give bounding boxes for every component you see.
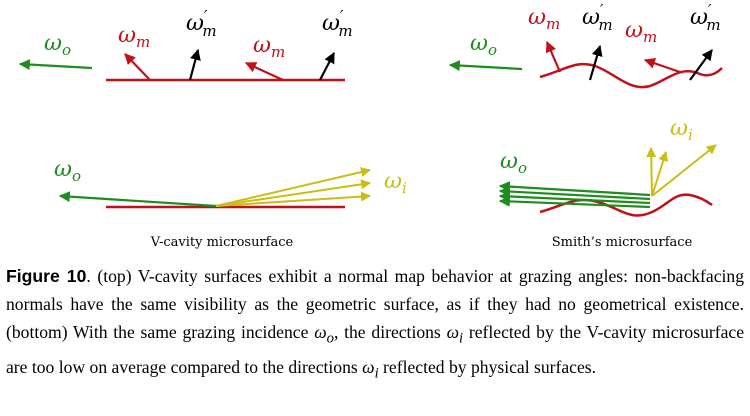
omega-i-arrow bbox=[215, 191, 371, 207]
omega-m-prime-label: ω′ m bbox=[322, 7, 353, 40]
omega-m-prime-arrow bbox=[689, 49, 713, 81]
omega-m-prime-arrow bbox=[319, 52, 335, 81]
omega-o-arrow bbox=[498, 195, 651, 209]
omega-m-label: ωm bbox=[625, 18, 657, 46]
caption-text: reflected by physical surfaces. bbox=[378, 356, 597, 377]
omega-m-prime-arrow bbox=[588, 44, 603, 81]
omega-m-arrow bbox=[545, 40, 562, 73]
panel-top-right: ωo ωm ω′ m ωm ω′ m bbox=[448, 1, 723, 89]
omega-i-arrow bbox=[215, 179, 371, 207]
omega-i-arrow bbox=[215, 167, 371, 207]
omega-i-arrow bbox=[651, 151, 669, 197]
figure-number: Figure 10 bbox=[6, 266, 87, 286]
omega-o-arrow bbox=[498, 190, 651, 205]
omega-m-arrow bbox=[643, 58, 681, 74]
panel-label-smith: Smith’s microsurface bbox=[552, 235, 693, 250]
omega-m-arrow bbox=[245, 62, 284, 81]
omega-o-label: ωo bbox=[500, 149, 527, 177]
omega-o-arrow bbox=[58, 191, 217, 208]
omega-m-prime-arrow bbox=[188, 48, 201, 81]
omega-m-label: ωm bbox=[118, 23, 150, 51]
omega-i-arrow bbox=[651, 144, 717, 197]
omega-m-prime-label: ω′ m bbox=[186, 7, 217, 40]
omega-m-arrow bbox=[124, 53, 151, 81]
omega-m-prime-label: ω′ m bbox=[582, 1, 613, 34]
panel-label-v-cavity: V-cavity microsurface bbox=[150, 235, 294, 250]
caption-text: reflected by the V-cavity microsurface a… bbox=[6, 322, 745, 377]
omega-o-label: ωo bbox=[470, 31, 497, 59]
caption-omega-i: ωi bbox=[362, 356, 379, 382]
omega-m-label: ωm bbox=[528, 5, 560, 33]
caption-text: (top) V-cavity surfaces exhibit a normal… bbox=[6, 266, 745, 342]
figure-caption: Figure 10. (top) V-cavity surfaces exhib… bbox=[6, 262, 744, 387]
omega-o-label: ωo bbox=[54, 157, 81, 185]
caption-omega-i: ωi bbox=[446, 322, 464, 347]
omega-o-arrow bbox=[18, 59, 93, 71]
omega-m-label: ωm bbox=[253, 33, 285, 61]
caption-separator: . bbox=[86, 266, 91, 286]
omega-o-arrow bbox=[498, 186, 651, 201]
omega-m-prime-label: ω′ m bbox=[690, 1, 721, 34]
omega-o-arrow bbox=[448, 60, 523, 72]
caption-omega-o: ωo bbox=[314, 322, 334, 347]
omega-i-label: ωi bbox=[670, 116, 693, 144]
panel-top-left: ωo ωm ω′ m ωm ω′ m bbox=[18, 7, 353, 82]
omega-o-label: ωo bbox=[44, 31, 71, 59]
figure-diagram: ωo ωm ω′ m ωm ω′ m ωo ωm ω′ m ωm ω′ m ωo ωi … bbox=[18, 1, 723, 250]
panel-bottom-left: ωo ωi V-cavity microsurface bbox=[54, 157, 407, 250]
omega-o-arrow bbox=[498, 181, 651, 197]
omega-i-label: ωi bbox=[384, 169, 407, 197]
panel-bottom-right: ωo ωi Smith’s microsurface bbox=[498, 116, 717, 250]
caption-text: , the directions bbox=[333, 322, 447, 342]
microsurface-curve bbox=[539, 62, 723, 89]
omega-i-arrow bbox=[646, 147, 657, 197]
